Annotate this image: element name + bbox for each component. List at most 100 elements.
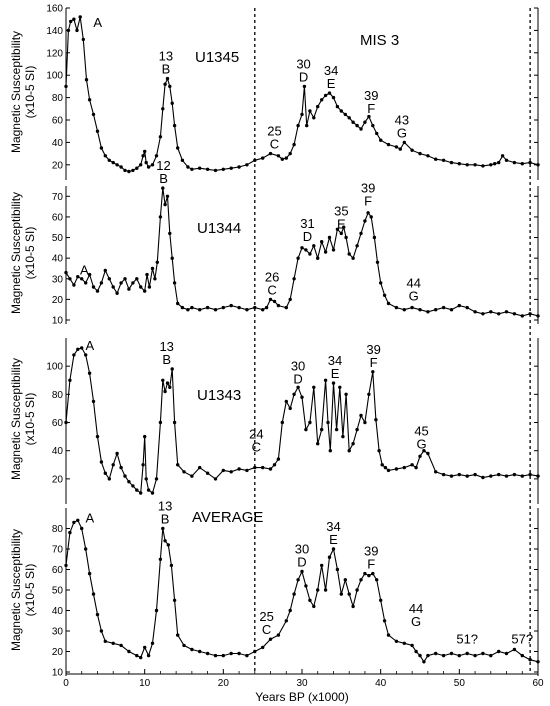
data-point: [253, 305, 257, 310]
data-point: [64, 270, 68, 275]
annotation-letter: A: [80, 263, 89, 278]
data-point: [481, 475, 485, 480]
data-point: [64, 84, 68, 89]
data-point: [154, 477, 159, 481]
annotation-number: 39: [364, 544, 378, 559]
data-point: [84, 353, 88, 357]
data-point: [520, 314, 524, 318]
data-point: [312, 116, 316, 120]
data-point: [135, 653, 139, 658]
data-point: [410, 148, 414, 152]
data-point: [119, 281, 123, 285]
data-point: [335, 567, 340, 572]
annotation-letter: E: [331, 366, 340, 381]
data-point: [158, 215, 163, 219]
data-point: [165, 381, 170, 385]
data-point: [146, 165, 151, 169]
data-point: [536, 163, 540, 167]
data-point: [280, 420, 284, 425]
data-point: [107, 477, 112, 481]
data-point: [292, 592, 296, 596]
data-point: [344, 392, 348, 396]
annotation-letter: G: [409, 289, 419, 304]
data-point: [312, 244, 316, 248]
data-point: [520, 162, 524, 166]
data-point: [123, 168, 127, 173]
data-point: [339, 231, 343, 236]
x-tick-label: 20: [218, 678, 230, 689]
data-point: [394, 639, 399, 643]
data-point: [168, 231, 172, 236]
data-point: [276, 633, 281, 637]
data-point: [320, 240, 324, 244]
data-point: [213, 477, 218, 481]
data-point: [320, 427, 324, 432]
data-point: [182, 470, 186, 474]
data-point: [221, 653, 225, 658]
data-point: [418, 653, 422, 658]
panel-label: AVERAGE: [192, 509, 263, 526]
data-point: [68, 378, 72, 382]
data-point: [341, 434, 345, 439]
annotation-letter: C: [270, 137, 279, 152]
data-point: [205, 167, 210, 171]
data-point: [139, 491, 143, 495]
data-point: [107, 277, 112, 281]
data-point: [497, 312, 501, 316]
y-tick-label: 10: [52, 668, 64, 679]
data-point: [169, 563, 174, 568]
annotation-letter: E: [329, 532, 338, 547]
data-point: [190, 474, 194, 478]
data-point: [103, 154, 108, 158]
data-point: [268, 637, 273, 641]
data-point: [180, 305, 185, 310]
data-point: [355, 123, 359, 128]
data-point: [268, 151, 273, 156]
data-point: [146, 488, 151, 492]
panel-u1343: 20 40 60 80 100 Magnetic Susceptibility (x10-5…: [9, 338, 540, 504]
y-tick-label: 60: [52, 565, 64, 576]
data-point: [380, 463, 384, 467]
data-point: [528, 312, 532, 316]
data-point: [80, 277, 84, 281]
data-point: [426, 154, 430, 158]
data-point: [229, 303, 233, 308]
data-point: [369, 215, 373, 219]
annotation-number: 13: [159, 339, 173, 354]
data-point: [76, 275, 80, 279]
data-point: [99, 281, 104, 285]
data-point: [280, 157, 284, 161]
data-point: [245, 308, 249, 312]
data-point: [150, 641, 155, 645]
data-point: [410, 643, 414, 648]
data-point: [245, 163, 249, 167]
y-axis-label: (x10-5 SI): [23, 66, 37, 119]
data-point: [481, 312, 485, 316]
data-point: [115, 451, 119, 456]
data-point: [316, 104, 320, 109]
annotation-letter: C: [252, 439, 261, 454]
data-point: [78, 15, 82, 19]
data-point: [382, 293, 387, 297]
data-point: [64, 563, 68, 568]
panel-average: 10 20 30 40 50 60 70 80 Magnetic Susceptibility(…: [9, 499, 540, 679]
data-point: [84, 78, 89, 82]
data-point: [172, 420, 177, 425]
y-axis-label: (x10-5 SI): [23, 564, 37, 617]
data-point: [99, 146, 104, 150]
data-point: [489, 474, 493, 478]
data-point: [410, 305, 414, 310]
x-tick-label: 30: [296, 678, 308, 689]
data-point: [367, 573, 371, 578]
data-point: [72, 17, 76, 21]
data-point: [363, 420, 367, 425]
data-point: [182, 643, 186, 648]
x-axis: 0 10 20 30 40 50 60: [63, 669, 544, 689]
data-point: [334, 427, 339, 432]
data-point: [190, 305, 194, 310]
annotation-letter: A: [85, 510, 94, 525]
data-point: [272, 299, 277, 304]
y-tick-label: 60: [52, 418, 64, 429]
annotation-number: 45: [414, 424, 428, 439]
data-point: [382, 619, 387, 623]
